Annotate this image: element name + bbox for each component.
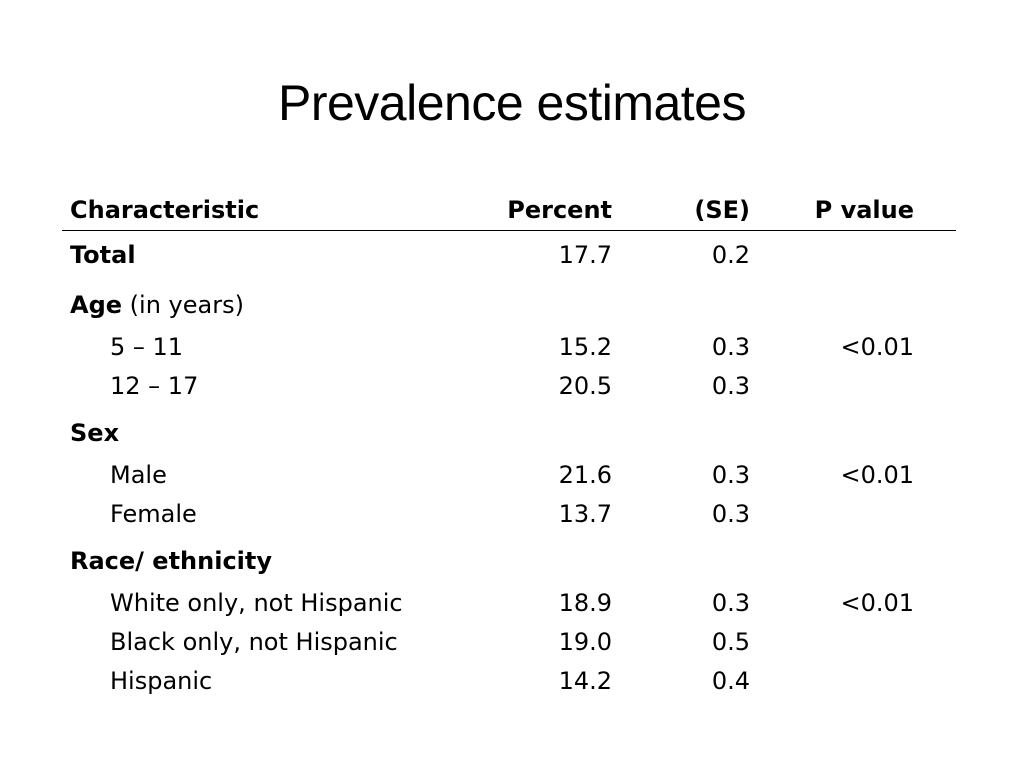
group-title-sex: Sex bbox=[70, 419, 120, 447]
row-label: White only, not Hispanic bbox=[110, 588, 403, 617]
cell-percent: 20.5 bbox=[558, 371, 612, 400]
prevalence-table-container: Characteristic Percent (SE) P value Tota… bbox=[62, 190, 956, 700]
row-label: Black only, not Hispanic bbox=[110, 627, 398, 656]
cell-p-value bbox=[750, 494, 914, 533]
cell-se: 0.3 bbox=[711, 371, 750, 400]
row-label: 5 – 11 bbox=[110, 332, 184, 361]
group-title-age-suffix: (in years) bbox=[122, 291, 244, 319]
cell-p-value: <0.01 bbox=[840, 460, 914, 489]
cell-se: 0.2 bbox=[711, 241, 750, 269]
row-label: Female bbox=[110, 499, 197, 528]
cell-p-value bbox=[750, 622, 914, 661]
cell-p-value bbox=[750, 231, 914, 278]
cell-se: 0.3 bbox=[711, 499, 750, 528]
table-header-row: Characteristic Percent (SE) P value bbox=[62, 190, 956, 231]
cell-percent: 15.2 bbox=[558, 332, 612, 361]
table-row: 5 – 11 15.2 0.3 <0.01 bbox=[62, 327, 956, 366]
table-row: Female 13.7 0.3 bbox=[62, 494, 956, 533]
header-spacer bbox=[914, 190, 956, 231]
cell-percent: 21.6 bbox=[558, 460, 612, 489]
cell-se: 0.3 bbox=[711, 588, 750, 617]
group-title-age: Age bbox=[70, 291, 123, 319]
header-characteristic: Characteristic bbox=[62, 190, 482, 231]
prevalence-table: Characteristic Percent (SE) P value Tota… bbox=[62, 190, 956, 700]
cell-se: 0.3 bbox=[711, 332, 750, 361]
cell-percent: 13.7 bbox=[558, 499, 612, 528]
row-label: 12 – 17 bbox=[110, 371, 199, 400]
table-row: White only, not Hispanic 18.9 0.3 <0.01 bbox=[62, 583, 956, 622]
cell-p-value: <0.01 bbox=[840, 588, 914, 617]
cell-se: 0.3 bbox=[711, 460, 750, 489]
table-row: Black only, not Hispanic 19.0 0.5 bbox=[62, 622, 956, 661]
table-row: 12 – 17 20.5 0.3 bbox=[62, 366, 956, 405]
row-label: Hispanic bbox=[110, 666, 213, 695]
cell-se: 0.5 bbox=[711, 627, 750, 656]
row-label-total: Total bbox=[70, 241, 136, 269]
header-se: (SE) bbox=[612, 190, 750, 231]
cell-percent: 19.0 bbox=[558, 627, 612, 656]
group-label-age: Age (in years) bbox=[62, 277, 956, 327]
group-title-race: Race/ ethnicity bbox=[70, 547, 273, 575]
cell-percent: 18.9 bbox=[558, 588, 612, 617]
group-row-race: Race/ ethnicity bbox=[62, 533, 956, 583]
group-row-age: Age (in years) bbox=[62, 277, 956, 327]
slide-title: Prevalence estimates bbox=[277, 75, 747, 131]
cell-p-value: <0.01 bbox=[840, 332, 914, 361]
cell-percent: 17.7 bbox=[558, 241, 612, 269]
table-row: Male 21.6 0.3 <0.01 bbox=[62, 455, 956, 494]
table-row: Hispanic 14.2 0.4 bbox=[62, 661, 956, 700]
table-row-total: Total 17.7 0.2 bbox=[62, 231, 956, 278]
group-row-sex: Sex bbox=[62, 405, 956, 455]
cell-percent: 14.2 bbox=[558, 666, 612, 695]
cell-p-value bbox=[750, 366, 914, 405]
cell-se: 0.4 bbox=[711, 666, 750, 695]
header-percent: Percent bbox=[482, 190, 612, 231]
row-label: Male bbox=[110, 460, 167, 489]
header-p-value: P value bbox=[750, 190, 914, 231]
cell-p-value bbox=[750, 661, 914, 700]
